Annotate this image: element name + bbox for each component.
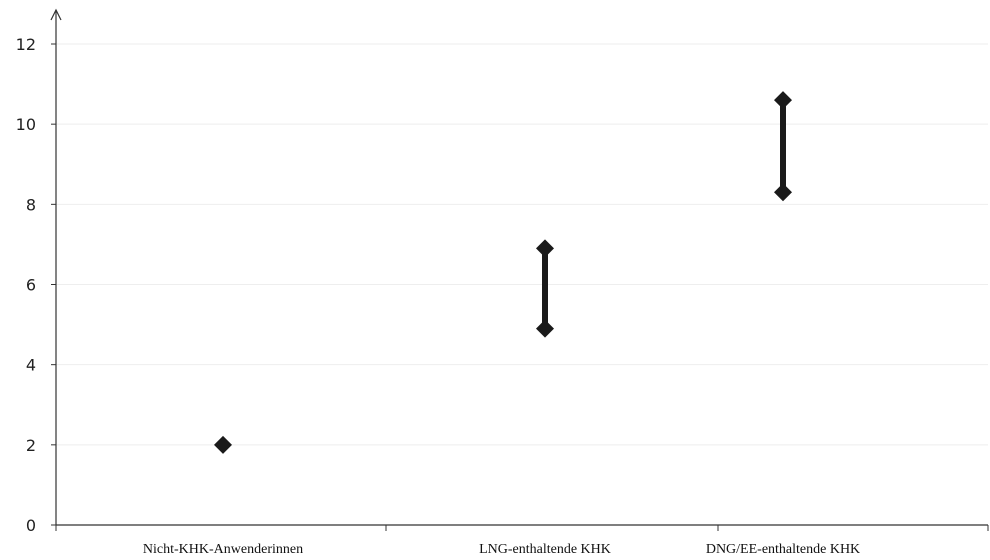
y-tick-label: 6 bbox=[26, 276, 36, 295]
range-low-marker bbox=[536, 319, 554, 338]
range-low-marker bbox=[774, 183, 792, 202]
range-high-marker bbox=[774, 91, 792, 110]
x-category-label: Nicht-KHK-Anwenderinnen bbox=[143, 542, 303, 557]
range-high-marker bbox=[536, 239, 554, 258]
y-tick-label: 12 bbox=[16, 35, 36, 54]
y-tick-label: 0 bbox=[26, 516, 36, 535]
x-category-label: LNG-enthaltende KHK bbox=[479, 542, 611, 557]
y-tick-label: 10 bbox=[16, 115, 36, 134]
y-tick-label: 4 bbox=[26, 356, 36, 375]
y-tick-label: 8 bbox=[26, 195, 36, 214]
x-category-label: DNG/EE-enthaltende KHK bbox=[706, 542, 860, 557]
y-axis-arrow bbox=[50, 8, 62, 21]
point-marker bbox=[214, 435, 232, 454]
y-tick-label: 2 bbox=[26, 436, 36, 455]
